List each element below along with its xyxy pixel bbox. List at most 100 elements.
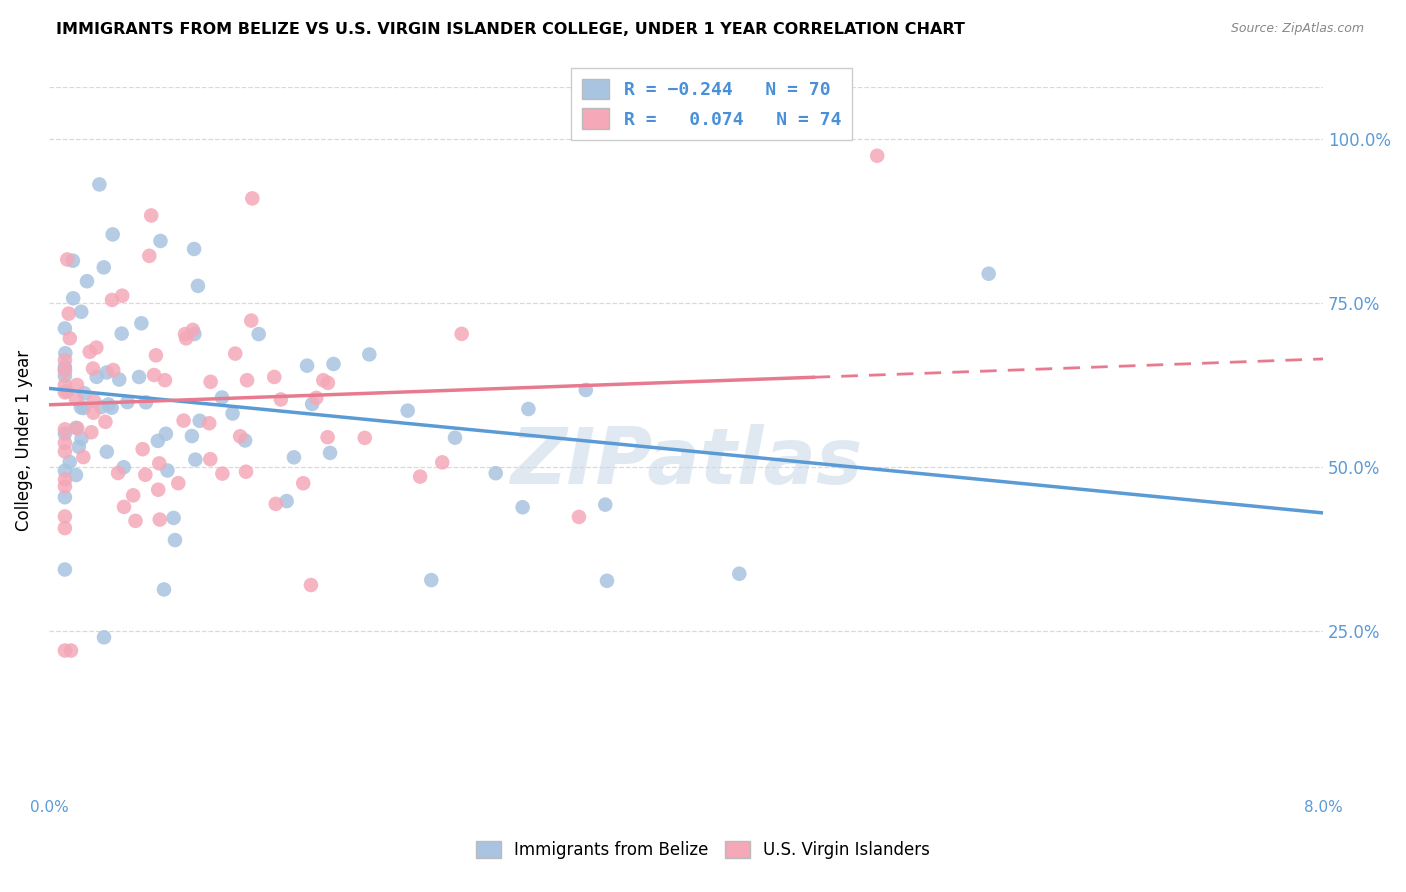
Point bbox=[184, 452, 207, 467]
Point bbox=[53, 378, 76, 392]
Point bbox=[180, 429, 202, 443]
Point bbox=[72, 450, 94, 464]
Point bbox=[135, 395, 157, 409]
Text: Source: ZipAtlas.com: Source: ZipAtlas.com bbox=[1230, 22, 1364, 36]
Point bbox=[153, 582, 176, 597]
Point bbox=[90, 400, 112, 414]
Point bbox=[62, 291, 84, 305]
Point bbox=[485, 467, 508, 481]
Point bbox=[53, 346, 76, 360]
Point bbox=[53, 359, 76, 374]
Point bbox=[247, 327, 270, 342]
Point bbox=[117, 395, 139, 409]
Point bbox=[53, 473, 76, 487]
Point bbox=[131, 316, 153, 330]
Point bbox=[444, 431, 467, 445]
Point bbox=[568, 510, 591, 524]
Text: IMMIGRANTS FROM BELIZE VS U.S. VIRGIN ISLANDER COLLEGE, UNDER 1 YEAR CORRELATION: IMMIGRANTS FROM BELIZE VS U.S. VIRGIN IS… bbox=[56, 22, 965, 37]
Point bbox=[73, 386, 96, 401]
Point bbox=[79, 344, 101, 359]
Point bbox=[82, 406, 104, 420]
Point bbox=[124, 514, 146, 528]
Point bbox=[977, 267, 1000, 281]
Point bbox=[96, 444, 118, 458]
Point bbox=[59, 455, 82, 469]
Point bbox=[156, 463, 179, 477]
Point bbox=[283, 450, 305, 465]
Point bbox=[149, 512, 172, 526]
Point bbox=[100, 401, 122, 415]
Point bbox=[93, 260, 115, 275]
Point bbox=[65, 392, 87, 406]
Y-axis label: College, Under 1 year: College, Under 1 year bbox=[15, 351, 32, 532]
Point bbox=[141, 209, 163, 223]
Point bbox=[312, 373, 335, 387]
Point bbox=[450, 326, 472, 341]
Point bbox=[173, 414, 195, 428]
Point bbox=[396, 403, 419, 417]
Point bbox=[200, 375, 222, 389]
Point bbox=[319, 446, 342, 460]
Point bbox=[276, 494, 298, 508]
Point bbox=[86, 370, 108, 384]
Legend: R = −0.244   N = 70, R =   0.074   N = 74: R = −0.244 N = 70, R = 0.074 N = 74 bbox=[571, 68, 852, 140]
Point bbox=[264, 497, 287, 511]
Point bbox=[134, 467, 156, 482]
Point bbox=[167, 476, 190, 491]
Point bbox=[53, 490, 76, 504]
Point bbox=[322, 357, 344, 371]
Point bbox=[97, 397, 120, 411]
Point bbox=[221, 407, 243, 421]
Point bbox=[145, 348, 167, 362]
Point bbox=[89, 178, 111, 192]
Point bbox=[53, 521, 76, 535]
Point bbox=[62, 253, 84, 268]
Text: ZIPatlas: ZIPatlas bbox=[510, 424, 862, 500]
Point bbox=[420, 573, 443, 587]
Point bbox=[94, 415, 117, 429]
Point bbox=[111, 288, 134, 302]
Point bbox=[53, 464, 76, 478]
Point bbox=[270, 392, 292, 407]
Point bbox=[93, 630, 115, 644]
Point bbox=[359, 347, 381, 361]
Point bbox=[236, 373, 259, 387]
Point bbox=[211, 391, 233, 405]
Point bbox=[59, 331, 82, 345]
Point bbox=[593, 498, 616, 512]
Point bbox=[70, 305, 93, 319]
Point bbox=[53, 509, 76, 524]
Point bbox=[70, 401, 93, 415]
Point bbox=[112, 460, 135, 475]
Point bbox=[112, 500, 135, 514]
Point bbox=[432, 455, 454, 469]
Point bbox=[148, 483, 170, 497]
Point bbox=[512, 500, 534, 515]
Point bbox=[263, 370, 285, 384]
Point bbox=[149, 234, 172, 248]
Point bbox=[301, 397, 323, 411]
Point bbox=[316, 430, 339, 444]
Point bbox=[162, 511, 184, 525]
Point bbox=[103, 363, 125, 377]
Point bbox=[67, 440, 90, 454]
Point bbox=[53, 479, 76, 493]
Point bbox=[80, 425, 103, 440]
Point bbox=[143, 368, 166, 382]
Point bbox=[107, 466, 129, 480]
Point bbox=[128, 370, 150, 384]
Point bbox=[240, 191, 263, 205]
Point bbox=[58, 307, 80, 321]
Point bbox=[101, 227, 124, 242]
Point bbox=[76, 274, 98, 288]
Point bbox=[53, 444, 76, 458]
Point bbox=[174, 327, 197, 342]
Point bbox=[728, 566, 751, 581]
Point bbox=[181, 323, 204, 337]
Point bbox=[138, 249, 160, 263]
Point bbox=[122, 488, 145, 502]
Point bbox=[65, 421, 87, 435]
Point bbox=[65, 468, 87, 483]
Point bbox=[353, 431, 375, 445]
Point bbox=[295, 359, 318, 373]
